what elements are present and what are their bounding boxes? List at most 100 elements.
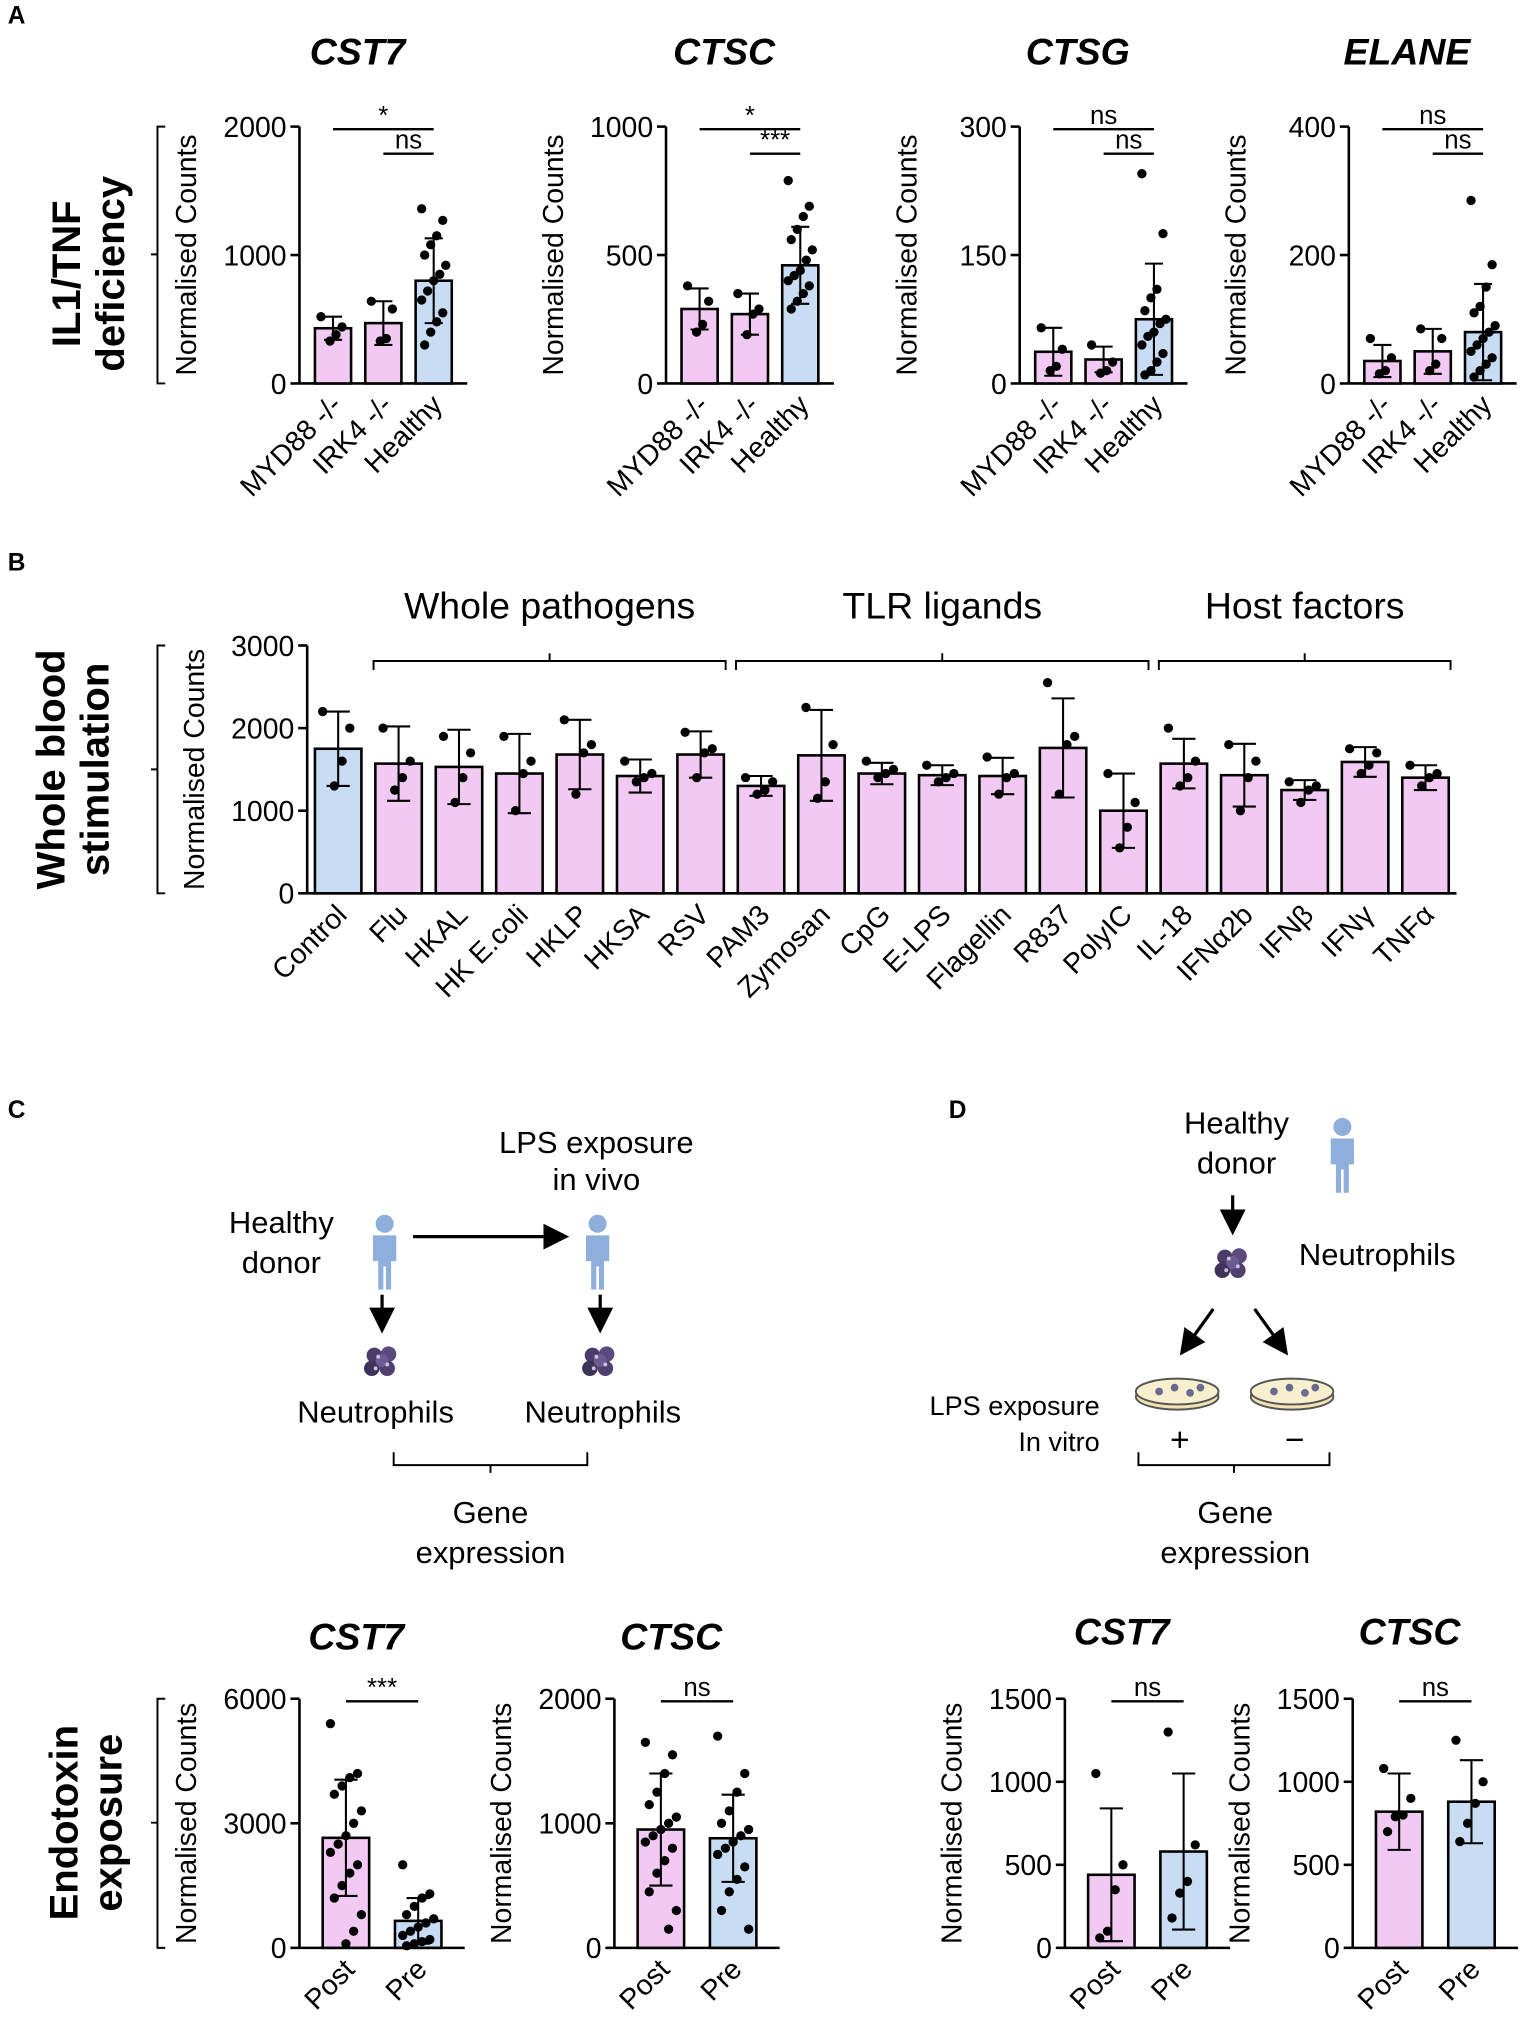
data-point xyxy=(1130,797,1140,808)
data-point xyxy=(1235,806,1246,816)
data-point xyxy=(703,296,714,306)
data-point xyxy=(1122,822,1132,832)
data-point xyxy=(754,304,764,314)
row-label: deficiency xyxy=(89,175,133,371)
data-point xyxy=(640,1837,651,1847)
bar xyxy=(615,774,665,895)
data-point xyxy=(417,1893,427,1903)
data-point xyxy=(1070,731,1080,742)
data-point xyxy=(1478,333,1488,344)
y-tick-label: 1000 xyxy=(231,796,294,828)
y-tick-label: 1500 xyxy=(989,1684,1052,1716)
data-point xyxy=(409,1939,419,1949)
comparison-label: *** xyxy=(367,1674,397,1702)
y-tick-label: 0 xyxy=(1324,1933,1340,1965)
data-point xyxy=(752,789,762,799)
data-point xyxy=(438,308,448,318)
data-point xyxy=(1481,359,1491,369)
data-point xyxy=(1386,353,1397,363)
data-point xyxy=(1158,228,1168,239)
x-tick-label: Pre xyxy=(695,1953,749,2007)
data-point xyxy=(405,756,415,766)
y-tick-label: 2000 xyxy=(538,1684,601,1716)
group-label: TLR ligands xyxy=(842,584,1042,626)
data-point xyxy=(1455,1836,1465,1847)
data-point xyxy=(783,175,793,186)
y-tick-label: 1500 xyxy=(1277,1684,1340,1716)
y-axis-label: Normalised Counts xyxy=(1221,134,1253,375)
data-point xyxy=(786,304,796,314)
data-point xyxy=(1356,768,1366,779)
comparison-label: ns xyxy=(1422,1674,1449,1702)
data-point xyxy=(760,785,770,795)
data-point xyxy=(1372,748,1382,758)
y-tick-label: 1000 xyxy=(1277,1767,1340,1799)
diagram-text: donor xyxy=(242,1245,321,1280)
comparison-label: ns xyxy=(1419,102,1446,130)
data-point xyxy=(667,1843,678,1853)
y-tick-label: 1000 xyxy=(590,112,653,144)
data-point xyxy=(949,768,959,779)
comparison-label: *** xyxy=(760,127,790,155)
data-point xyxy=(1425,365,1435,376)
data-point xyxy=(663,1818,674,1828)
data-point xyxy=(413,1922,423,1932)
data-point xyxy=(786,234,796,245)
data-point xyxy=(682,281,693,291)
data-point xyxy=(390,785,400,795)
row-bracket xyxy=(151,125,166,1949)
data-point xyxy=(640,1737,651,1747)
comparison-label: ns xyxy=(1090,102,1117,130)
data-point xyxy=(435,269,445,279)
bar xyxy=(1340,760,1390,895)
data-point xyxy=(356,1910,367,1920)
data-point xyxy=(387,304,398,314)
panel-label: B xyxy=(8,550,26,577)
data-point xyxy=(421,1918,431,1928)
data-point xyxy=(663,1924,674,1934)
data-point xyxy=(888,764,899,775)
data-point xyxy=(743,1824,754,1835)
chart-title: CTSC xyxy=(620,1616,723,1658)
data-point xyxy=(325,1719,336,1729)
data-point xyxy=(1137,340,1147,350)
data-point xyxy=(1042,678,1053,688)
diagram-text: Healthy xyxy=(229,1205,335,1240)
data-point xyxy=(1475,301,1485,312)
y-tick-label: 1000 xyxy=(223,240,286,272)
diagram-text: Gene xyxy=(453,1495,529,1530)
data-point xyxy=(450,797,460,808)
bar xyxy=(1400,776,1451,895)
data-point xyxy=(1091,1768,1101,1779)
data-point xyxy=(1469,308,1479,318)
data-point xyxy=(345,723,355,733)
data-point xyxy=(1167,1913,1177,1923)
data-point xyxy=(748,309,758,319)
x-tick-label: Pre xyxy=(1145,1953,1199,2007)
data-point xyxy=(713,1849,723,1860)
data-point xyxy=(1140,306,1150,316)
data-point xyxy=(1296,797,1306,808)
data-point xyxy=(1143,331,1153,342)
y-tick-label: 200 xyxy=(1289,240,1336,272)
data-point xyxy=(647,768,657,779)
data-point xyxy=(341,1939,351,1949)
data-point xyxy=(1284,777,1294,787)
data-point xyxy=(812,793,823,803)
data-point xyxy=(1095,1933,1105,1943)
data-point xyxy=(804,201,814,211)
data-point xyxy=(1487,353,1497,363)
data-point xyxy=(1437,333,1447,344)
data-point xyxy=(356,1806,367,1816)
data-point xyxy=(789,270,799,281)
data-point xyxy=(432,317,442,327)
data-point xyxy=(798,211,808,222)
diagram-c: Healthy donor LPS exposure in vivo Neutr… xyxy=(229,1125,694,1570)
data-point xyxy=(713,1731,723,1741)
y-tick-label: 500 xyxy=(606,240,653,272)
data-point xyxy=(680,727,690,737)
y-axis-label: Normalised Counts xyxy=(486,1703,518,1944)
data-point xyxy=(1057,344,1067,354)
data-point xyxy=(1469,372,1479,382)
data-point xyxy=(571,789,581,799)
